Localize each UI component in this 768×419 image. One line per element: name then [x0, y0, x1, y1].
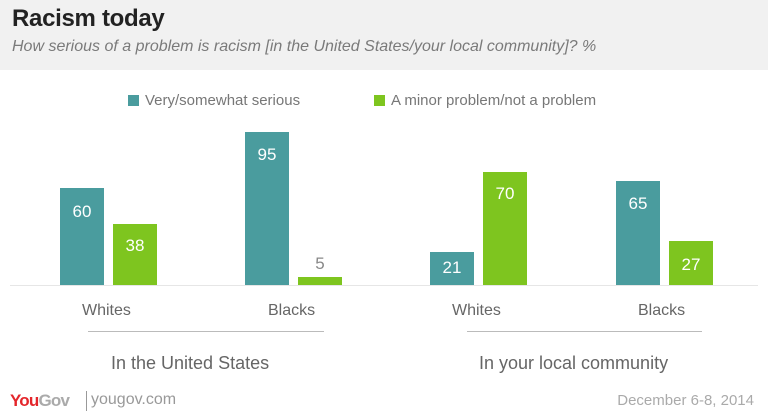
bar-us-blacks-serious — [245, 132, 289, 285]
logo-gov: Gov — [38, 391, 70, 410]
legend-label-serious: Very/somewhat serious — [145, 92, 301, 109]
category-label-local-whites: Whites — [452, 302, 501, 319]
value-label: 5 — [315, 254, 325, 273]
bar-us-whites-minor — [113, 224, 157, 285]
value-label: 70 — [495, 184, 515, 203]
value-label: 27 — [681, 255, 701, 274]
chart-subtitle: How serious of a problem is racism [in t… — [12, 38, 597, 55]
category-label-local-blacks: Blacks — [638, 302, 686, 319]
legend-swatch-green — [374, 95, 385, 106]
survey-date: December 6-8, 2014 — [617, 392, 754, 409]
chart-legend: Very/somewhat serious A minor problem/no… — [0, 92, 768, 112]
yougov-logo: YouGov — [10, 391, 70, 411]
category-label-us-blacks: Blacks — [268, 302, 316, 319]
bar-local-blacks-minor — [669, 241, 713, 285]
group-divider-local — [467, 331, 702, 332]
category-label-us-whites: Whites — [82, 302, 131, 319]
bar-us-blacks-minor — [298, 277, 342, 285]
bar-local-whites-serious — [430, 252, 474, 285]
legend-item-minor: A minor problem/not a problem — [374, 92, 596, 109]
site-url: yougov.com — [91, 391, 177, 408]
chart-title: Racism today — [12, 5, 165, 32]
value-label: 65 — [628, 194, 648, 213]
bar-local-whites-minor — [483, 172, 527, 285]
value-label: 21 — [442, 258, 462, 277]
x-axis-baseline — [10, 285, 758, 286]
bar-local-blacks-serious — [616, 181, 660, 285]
chart-header: Racism today How serious of a problem is… — [0, 0, 768, 70]
logo-you: You — [10, 391, 39, 410]
value-label: 95 — [257, 145, 277, 164]
value-label: 38 — [125, 236, 145, 255]
footer-divider — [86, 391, 87, 411]
legend-item-serious: Very/somewhat serious — [128, 92, 300, 109]
legend-label-minor: A minor problem/not a problem — [391, 92, 597, 109]
value-label: 60 — [72, 202, 92, 221]
legend-swatch-teal — [128, 95, 139, 106]
group-label-us: In the United States — [111, 353, 270, 373]
group-label-local: In your local community — [479, 353, 669, 373]
group-divider-us — [88, 331, 324, 332]
bar-us-whites-serious — [60, 188, 104, 285]
